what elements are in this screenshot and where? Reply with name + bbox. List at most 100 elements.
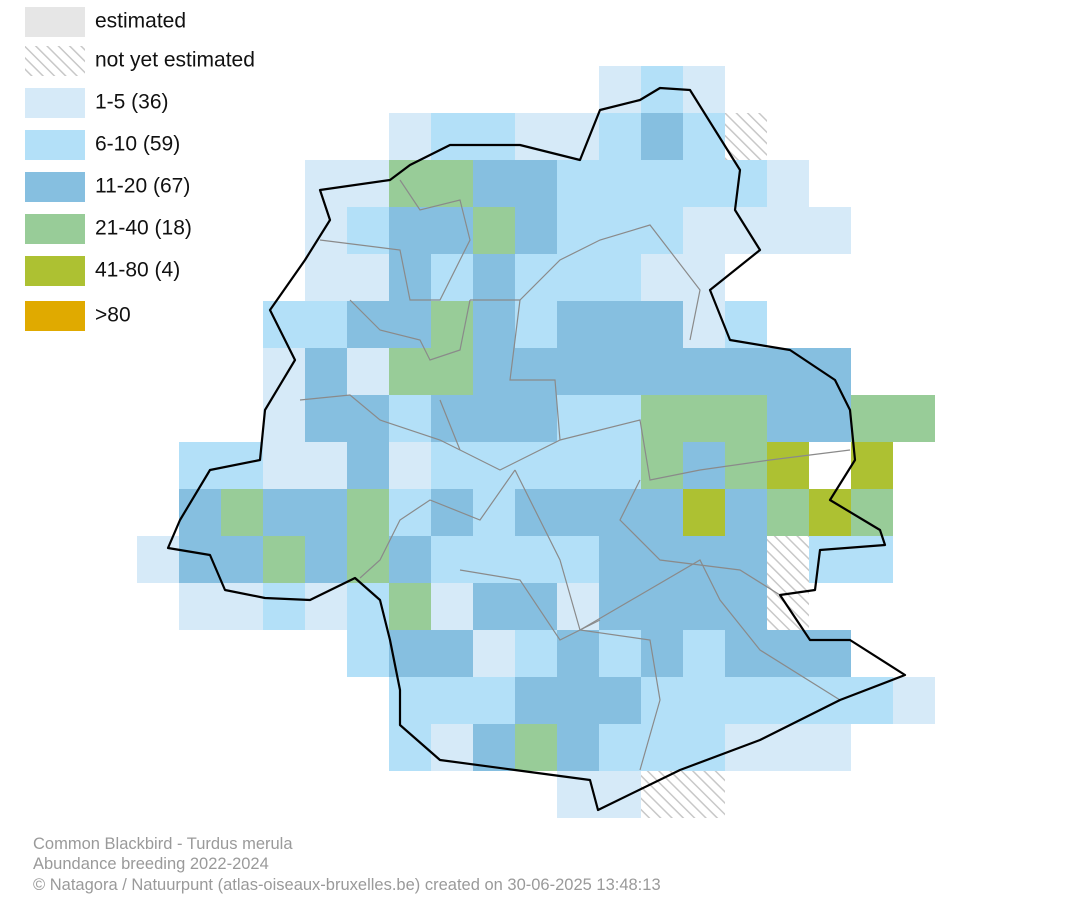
grid-cell [473, 724, 515, 771]
grid-cell [305, 583, 347, 630]
grid-cell [641, 160, 683, 207]
grid-cell [515, 630, 557, 677]
grid-cell [515, 160, 557, 207]
grid-cell [347, 442, 389, 489]
grid-cell [725, 583, 767, 630]
grid-cell [683, 630, 725, 677]
grid-cell [809, 395, 851, 442]
grid-cell [389, 254, 431, 301]
grid-cell [725, 348, 767, 395]
grid-cell [641, 301, 683, 348]
grid-cell [725, 677, 767, 724]
grid-cell [683, 254, 725, 301]
grid-cell [683, 442, 725, 489]
grid-cell [599, 254, 641, 301]
grid-cell [683, 677, 725, 724]
grid-cell [515, 442, 557, 489]
grid-cell [557, 207, 599, 254]
grid-cell [599, 724, 641, 771]
grid-cell [767, 724, 809, 771]
grid-cell [683, 583, 725, 630]
grid-cell [893, 677, 935, 724]
grid-cell [431, 677, 473, 724]
grid-cell [557, 395, 599, 442]
grid-cell [473, 677, 515, 724]
grid-cell [137, 536, 179, 583]
grid-cell [431, 254, 473, 301]
grid-cell [725, 536, 767, 583]
legend-swatch [25, 214, 85, 244]
grid-cell [431, 113, 473, 160]
grid-cell [431, 536, 473, 583]
grid-cell [347, 254, 389, 301]
grid-cell [683, 771, 725, 818]
grid-cell [557, 348, 599, 395]
grid-cell [641, 207, 683, 254]
species: Common Blackbird - Turdus merula [33, 835, 293, 853]
legend-label: 1-5 (36) [95, 91, 169, 114]
grid-cell [767, 536, 809, 583]
grid-cell [725, 395, 767, 442]
legend-label: 6-10 (59) [95, 133, 180, 156]
grid-cell [641, 536, 683, 583]
subtitle: Abundance breeding 2022-2024 [33, 855, 269, 873]
credit: © Natagora / Natuurpunt (atlas-oiseaux-b… [33, 876, 661, 894]
grid-cell [263, 301, 305, 348]
grid-cell [725, 489, 767, 536]
grid-cell [599, 160, 641, 207]
grid-cell [809, 536, 851, 583]
grid-cell [305, 536, 347, 583]
grid-cell [431, 583, 473, 630]
legend-label: 21-40 (18) [95, 217, 192, 240]
grid-cell [851, 489, 893, 536]
grid-cell [683, 207, 725, 254]
grid-cell [515, 207, 557, 254]
grid-cell [431, 348, 473, 395]
grid-cell [263, 489, 305, 536]
grid-cell [221, 536, 263, 583]
grid-cell [431, 207, 473, 254]
grid-cell [683, 724, 725, 771]
grid-cell [431, 489, 473, 536]
grid-cell [473, 301, 515, 348]
grid-cell [473, 207, 515, 254]
grid-cell [389, 536, 431, 583]
grid-cell [263, 442, 305, 489]
grid-cell [305, 160, 347, 207]
grid-cell [809, 489, 851, 536]
grid-cell [473, 348, 515, 395]
legend-label: not yet estimated [95, 49, 255, 72]
grid-cell [767, 489, 809, 536]
grid-cell [725, 160, 767, 207]
grid-cell [725, 724, 767, 771]
legend-label: >80 [95, 304, 131, 327]
grid-cell [599, 348, 641, 395]
grid-cell [725, 207, 767, 254]
grid-cell [683, 536, 725, 583]
grid-cell [767, 442, 809, 489]
legend-swatch [25, 46, 85, 76]
grid-cell [557, 630, 599, 677]
grid-cell [515, 724, 557, 771]
grid-cell [389, 442, 431, 489]
grid-cell [263, 583, 305, 630]
grid-cell [431, 442, 473, 489]
grid-cell [893, 395, 935, 442]
grid-cell [851, 677, 893, 724]
grid-cell [641, 348, 683, 395]
grid-cell [641, 489, 683, 536]
grid-cell [557, 536, 599, 583]
grid-cell [767, 160, 809, 207]
grid-cell [851, 536, 893, 583]
municipality-borders [299, 179, 851, 771]
grid-cell [431, 630, 473, 677]
grid-cell [599, 442, 641, 489]
grid-cell [305, 301, 347, 348]
legend-label: 11-20 (67) [95, 175, 190, 198]
legend-swatch [25, 88, 85, 118]
legend-swatch [25, 7, 85, 37]
grid-cell [515, 583, 557, 630]
grid-cell [431, 301, 473, 348]
grid-cell [431, 160, 473, 207]
grid-cell [347, 348, 389, 395]
